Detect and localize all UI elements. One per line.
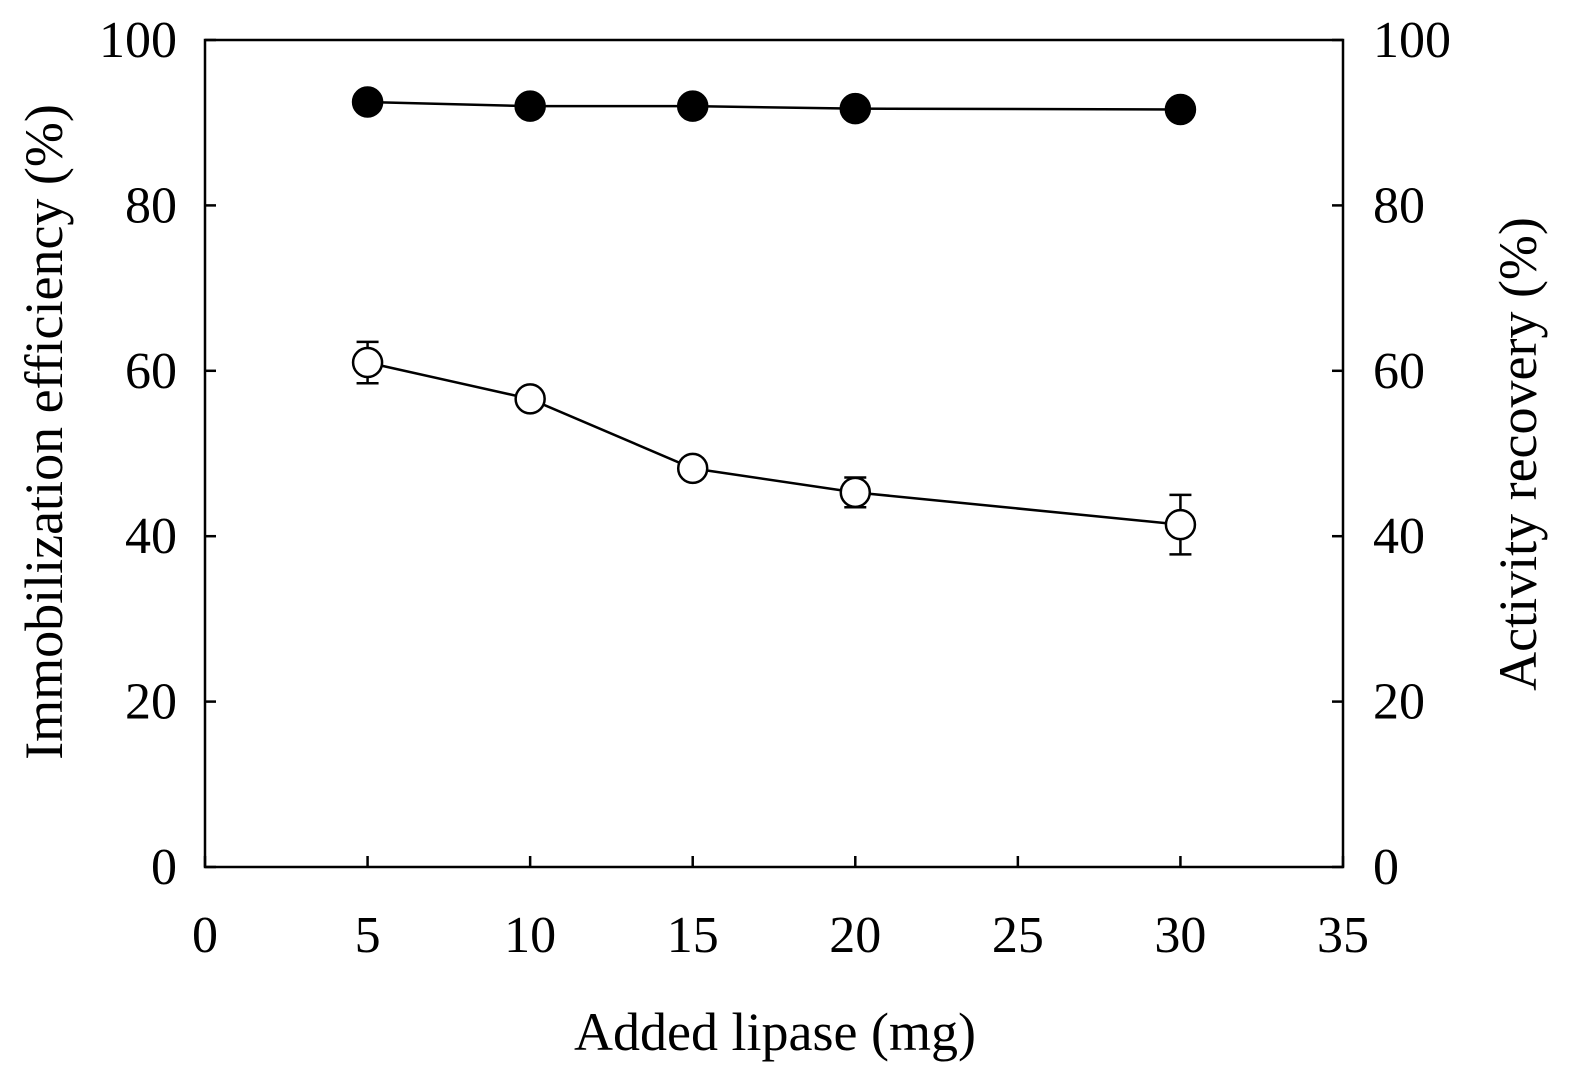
data-point-filled bbox=[351, 86, 384, 118]
y-tick-label-left: 20 bbox=[125, 674, 177, 731]
data-point-filled bbox=[1164, 93, 1197, 126]
plot-frame bbox=[203, 38, 1345, 869]
y-tick-label-left: 0 bbox=[151, 839, 177, 896]
x-tick-label: 25 bbox=[992, 907, 1044, 964]
series-line-1 bbox=[367, 100, 1181, 111]
y-tick-label-left: 40 bbox=[125, 508, 177, 565]
x-tick-label: 5 bbox=[355, 907, 381, 964]
series-line-2 bbox=[367, 361, 1181, 526]
y-tick-label-left: 100 bbox=[99, 12, 177, 69]
y-tick-label-right: 0 bbox=[1373, 839, 1399, 896]
series-group bbox=[351, 86, 1197, 556]
data-point-open bbox=[351, 346, 384, 379]
y-tick-label-right: 40 bbox=[1373, 508, 1425, 565]
data-point-filled bbox=[676, 90, 709, 122]
x-axis-title: Added lipase (mg) bbox=[574, 1002, 976, 1062]
x-tick-label: 15 bbox=[667, 907, 719, 964]
y-tick-label-right: 100 bbox=[1373, 12, 1451, 69]
y-tick-label-left: 60 bbox=[125, 343, 177, 400]
data-point-open bbox=[514, 383, 546, 415]
x-tick-label: 0 bbox=[192, 907, 218, 964]
x-tick-label: 35 bbox=[1317, 907, 1369, 964]
y-tick-label-right: 20 bbox=[1373, 674, 1425, 731]
x-tick-label: 10 bbox=[504, 907, 556, 964]
y-axis-title-right: Activity recovery (%) bbox=[1488, 217, 1548, 691]
y-tick-label-right: 60 bbox=[1373, 343, 1425, 400]
y-tick-label-right: 80 bbox=[1373, 177, 1425, 234]
data-point-filled bbox=[514, 90, 546, 122]
data-point-open bbox=[1164, 508, 1197, 541]
data-point-open bbox=[839, 476, 872, 509]
x-tick-label: 20 bbox=[829, 907, 881, 964]
data-point-filled bbox=[839, 92, 872, 125]
x-tick-label: 30 bbox=[1154, 907, 1206, 964]
data-point-open bbox=[676, 452, 709, 485]
y-axis-title-left: Immobilization efficiency (%) bbox=[14, 104, 74, 760]
y-tick-label-left: 80 bbox=[125, 177, 177, 234]
